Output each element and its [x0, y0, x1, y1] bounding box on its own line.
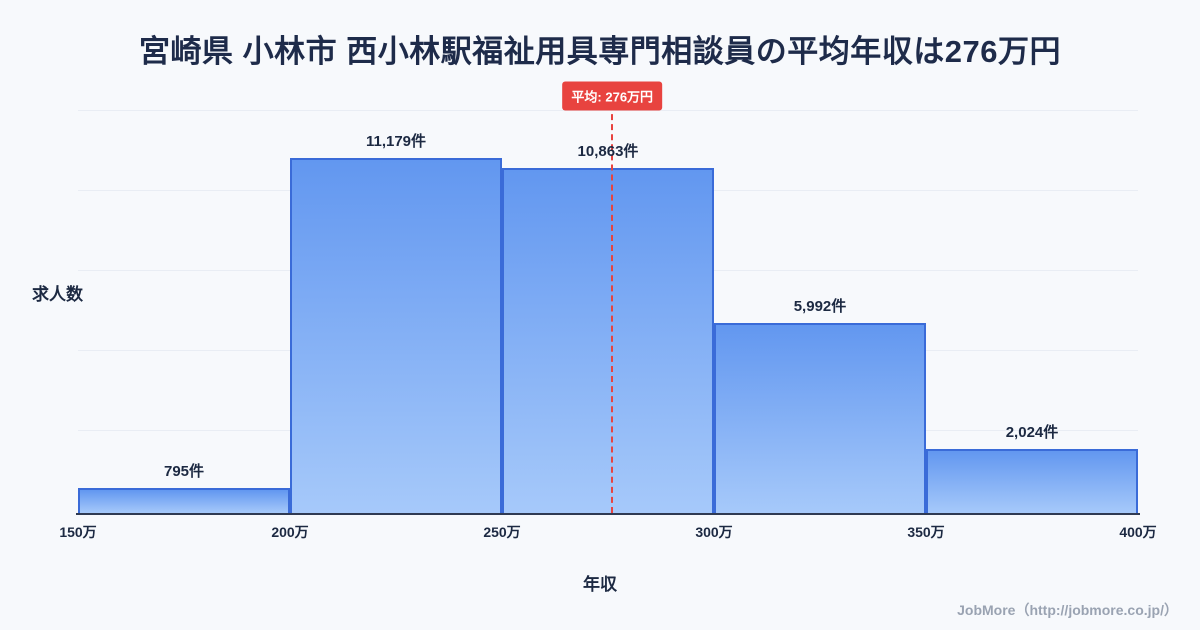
- footer-credit: JobMore（http://jobmore.co.jp/）: [957, 602, 1178, 618]
- histogram-bar: [714, 322, 926, 513]
- histogram-bar: [926, 448, 1138, 513]
- histogram-plot-area: 795件 11,179件 10,863件 5,992件 2,024件 平均: 276万円…: [59, 81, 1157, 540]
- bar-value-label: 10,863件: [577, 143, 639, 161]
- average-badge: 平均: 276万円: [562, 81, 663, 111]
- bar-value-label: 795件: [163, 462, 205, 480]
- x-tick: 250万: [483, 524, 521, 540]
- y-axis-label: 求人数: [32, 285, 83, 304]
- average-line: [611, 104, 614, 513]
- histogram-bar: [78, 487, 290, 513]
- x-axis-baseline: [76, 513, 1140, 515]
- page-title: 宮崎県 小林市 西小林駅福祉用具専門相談員の平均年収は276万円: [139, 34, 1061, 69]
- bar-slot: 10,863件: [502, 110, 714, 513]
- histogram-bar: [290, 158, 502, 513]
- x-tick: 300万: [695, 524, 733, 540]
- bar-value-label: 5,992件: [793, 297, 847, 315]
- bar-value-label: 2,024件: [1005, 423, 1059, 441]
- bars-container: 795件 11,179件 10,863件 5,992件 2,024件: [78, 110, 1138, 513]
- bar-slot: 795件: [78, 110, 290, 513]
- bar-slot: 2,024件: [926, 110, 1138, 513]
- x-tick: 150万: [59, 524, 97, 540]
- x-tick: 200万: [271, 524, 309, 540]
- bar-slot: 11,179件: [290, 110, 502, 513]
- x-axis-label: 年収: [583, 575, 617, 594]
- bar-slot: 5,992件: [714, 110, 926, 513]
- x-tick: 400万: [1119, 524, 1157, 540]
- histogram-bar: [502, 168, 714, 513]
- x-tick-labels: 150万 200万 250万 300万 350万 400万: [59, 522, 1156, 542]
- bar-value-label: 11,179件: [365, 133, 427, 151]
- x-tick: 350万: [907, 524, 945, 540]
